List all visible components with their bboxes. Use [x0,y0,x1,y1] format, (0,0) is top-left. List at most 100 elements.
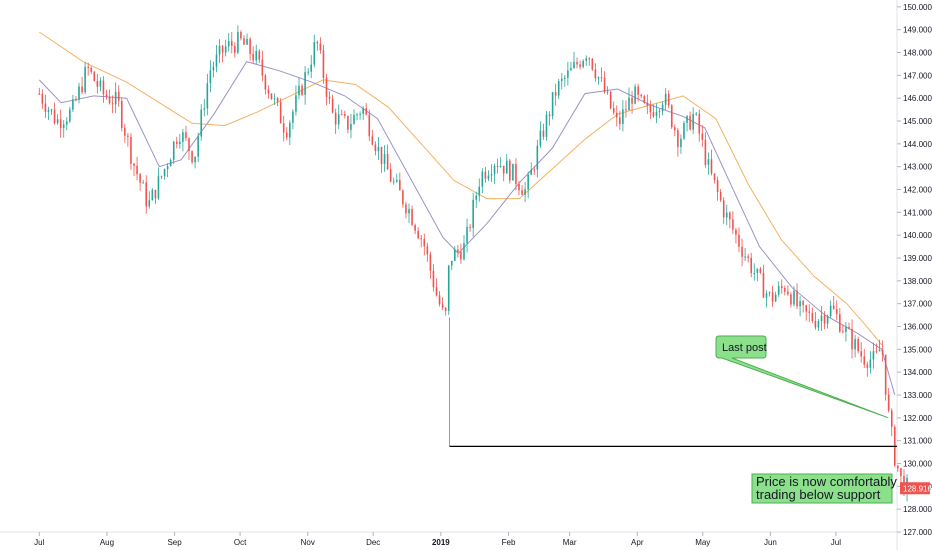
candle-body [707,159,710,165]
candle-body [771,292,774,302]
candle-body [111,103,114,105]
candle-body [536,145,539,170]
candle-body [227,41,230,47]
candle-body [264,75,267,90]
candle-body [325,77,328,97]
candle-body [774,294,777,302]
candle-body [340,114,343,116]
candle-body [105,94,108,97]
candle-body [808,311,811,313]
candle-body [729,212,731,220]
candle-body [285,132,288,138]
candle-body [423,238,426,247]
candle-body [530,169,533,175]
price-tick-label: 130.000 [903,460,932,469]
candle-body [741,246,743,257]
price-tick-label: 144.000 [903,140,932,149]
candle-body [655,111,658,117]
time-tick-label: Jun [764,538,777,547]
below-support-text-line2: trading below support [756,487,881,502]
candle-body [658,110,661,112]
candle-body [521,190,523,195]
candle-body [643,96,646,103]
candle-body [50,109,53,111]
candle-body [845,327,847,332]
candle-body [405,204,407,214]
moving-average-long-line [39,31,883,346]
candle-body [56,119,59,124]
candle-body [790,294,792,305]
candle-body [762,272,765,298]
candle-body [175,141,178,145]
candle-body [505,160,508,174]
candle-body [756,268,759,273]
candle-body [765,293,768,298]
candle-body [777,286,780,295]
candle-body [518,183,520,191]
price-tick-label: 141.000 [903,208,932,217]
candle-body [224,46,227,53]
candle-body [897,465,899,469]
candle-body [649,105,652,113]
candle-body [496,165,499,167]
candle-body [386,153,389,170]
candle-body [823,315,826,324]
candle-body [136,165,138,175]
candle-body [466,226,468,244]
candle-body [502,165,505,174]
candle-body [72,99,74,110]
candle-body [768,292,771,294]
candle-body [120,101,123,128]
candle-body [108,96,111,104]
time-tick-label: Sep [167,538,182,547]
candle-body [395,179,398,182]
candle-body [145,182,148,207]
candle-body [615,112,618,118]
candle-body [334,112,337,125]
candle-body [554,92,557,96]
candle-body [747,256,749,258]
candle-body [725,212,728,218]
candle-body [664,93,667,105]
price-tick-label: 139.000 [903,254,932,263]
candle-body [820,315,823,322]
candle-body [383,153,386,165]
candle-body [114,91,117,105]
candle-body [246,38,248,45]
candle-body [53,109,56,124]
candle-body [689,115,691,130]
candle-body [447,265,450,311]
candle-body [252,53,254,61]
candle-body [414,225,416,231]
candle-body [609,91,612,109]
candle-body [230,41,233,46]
candle-body [619,117,621,124]
candle-body [652,112,655,117]
candle-body [539,130,542,146]
candle-body [411,209,413,226]
candle-body [860,351,863,357]
candle-body [487,175,490,179]
candle-body [408,209,410,214]
candle-body [169,159,172,167]
candle-body [732,219,734,230]
candle-body [353,114,355,125]
candle-body [588,58,591,60]
candle-body [301,85,303,95]
price-tick-label: 140.000 [903,231,932,240]
candle-body [716,180,719,192]
candle-body [478,186,481,196]
candle-body [310,64,313,72]
candle-body [96,80,99,87]
candle-body [142,182,144,184]
candle-body [750,257,753,274]
candle-body [796,290,798,307]
candle-body [258,50,261,60]
candle-body [631,97,633,104]
below-support-text-line1: Price is now comfortably [756,474,897,489]
candle-body [282,123,285,133]
last-post-label: Last post [722,342,767,354]
time-tick-label: Oct [234,538,247,547]
